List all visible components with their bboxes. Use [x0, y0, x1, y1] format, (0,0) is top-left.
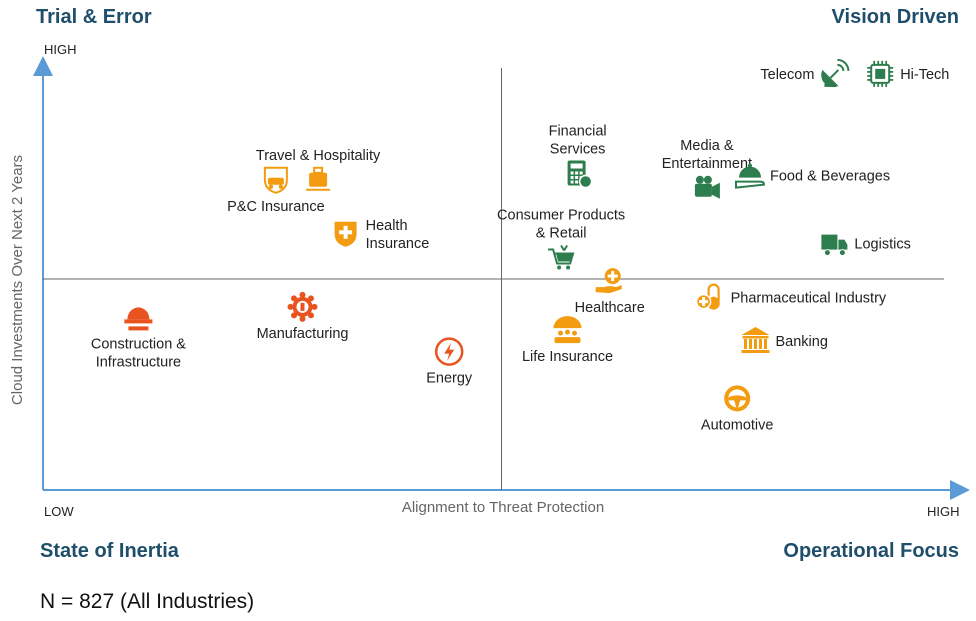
x-tick-high: HIGH [927, 504, 960, 519]
data-point-health-insurance: Health Insurance [334, 218, 430, 252]
data-label-line: Insurance [366, 236, 430, 252]
data-label: Banking [776, 334, 828, 350]
data-label: Health Insurance [366, 218, 430, 252]
data-label-line: Logistics [854, 237, 910, 253]
data-label-line: Infrastructure [96, 354, 181, 370]
data-label-line: & Retail [536, 226, 587, 242]
quadrant-label-top-right: Vision Driven [831, 6, 959, 28]
calculator-icon [567, 160, 593, 189]
data-label-line: Services [550, 142, 606, 158]
hardhat-icon [124, 307, 153, 331]
data-point-logistics: Logistics [821, 234, 911, 257]
data-point-telecom: Telecom [760, 58, 850, 88]
pills-icon [695, 283, 720, 310]
data-label-line: Travel & Hospitality [256, 148, 381, 164]
bank-icon [741, 327, 770, 353]
sample-size-note: N = 827 (All Industries) [40, 590, 255, 613]
data-label-line: Banking [776, 334, 828, 350]
data-label: Travel & Hospitality [256, 148, 381, 164]
data-label-line: Manufacturing [257, 326, 349, 342]
luggage-icon [306, 166, 331, 191]
data-point-manufacturing: Manufacturing [257, 291, 349, 342]
quadrant-label-top-left: Trial & Error [36, 6, 152, 28]
data-label-line: Pharmaceutical Industry [731, 291, 887, 307]
data-label: Financial Services [549, 124, 607, 158]
data-label: Media & Entertainment [662, 138, 752, 172]
data-point-travel-hospitality: Travel & Hospitality [256, 148, 381, 191]
data-label: Manufacturing [257, 326, 349, 342]
data-point-construction-infrastructure: Construction & Infrastructure [91, 307, 186, 370]
data-point-energy: Energy [426, 337, 473, 387]
y-axis-title: Cloud Investments Over Next 2 Years [9, 155, 26, 405]
data-label-line: Energy [426, 371, 473, 387]
data-point-hi-tech: Hi-Tech [867, 60, 949, 87]
data-point-healthcare: Healthcare [575, 268, 645, 316]
data-label: Life Insurance [522, 349, 613, 365]
hand-plus-icon [595, 268, 622, 294]
data-label-line: Entertainment [662, 156, 752, 172]
data-label: Construction & Infrastructure [91, 336, 186, 370]
family-umbrella-icon [553, 316, 582, 344]
data-label: Energy [426, 371, 473, 387]
data-point-pharmaceutical-industry: Pharmaceutical Industry [695, 283, 887, 310]
y-tick-high: HIGH [44, 42, 77, 57]
data-point-financial-services: Financial Services [549, 124, 607, 189]
satellite-dish-icon [821, 58, 850, 88]
health-shield-icon [334, 221, 357, 247]
data-label-line: Life Insurance [522, 349, 613, 365]
quadrant-label-bottom-right: Operational Focus [783, 540, 959, 562]
x-axis-title: Alignment to Threat Protection [402, 499, 604, 516]
data-label-line: Construction & [91, 336, 186, 352]
data-label-line: Automotive [701, 417, 774, 433]
data-point-life-insurance: Life Insurance [522, 316, 613, 365]
chip-icon [867, 60, 894, 87]
x-tick-low: LOW [44, 504, 74, 519]
data-label-line: Health [366, 218, 408, 234]
data-point-automotive: Automotive [701, 385, 774, 433]
data-point-media-entertainment: Media & Entertainment [662, 138, 752, 199]
steering-wheel-icon [724, 385, 751, 412]
data-point-banking: Banking [741, 327, 828, 353]
camera-icon [694, 175, 720, 199]
data-label: Telecom [760, 67, 814, 83]
data-label-line: Financial [549, 124, 607, 140]
data-label: Logistics [854, 237, 910, 253]
truck-icon [821, 234, 848, 257]
gear-wrench-icon [287, 291, 318, 322]
data-label: P&C Insurance [227, 199, 325, 215]
energy-icon [434, 337, 464, 366]
data-label-line: Telecom [760, 67, 814, 83]
data-label: Hi-Tech [900, 67, 949, 83]
cloche-icon [735, 163, 766, 189]
data-point-p-c-insurance: P&C Insurance [227, 166, 325, 215]
data-label: Food & Beverages [770, 169, 890, 185]
data-label: Automotive [701, 417, 774, 433]
data-label: Pharmaceutical Industry [731, 291, 887, 307]
car-shield-icon [263, 166, 288, 194]
data-label-line: Consumer Products [497, 208, 625, 224]
data-label-line: Hi-Tech [900, 67, 949, 83]
data-label-line: P&C Insurance [227, 199, 325, 215]
data-point-food-beverages: Food & Beverages [735, 163, 890, 189]
data-label-line: Food & Beverages [770, 169, 890, 185]
data-point-consumer-products-retail: Consumer Products & Retail [497, 208, 625, 270]
cart-icon [548, 244, 575, 270]
quadrant-label-bottom-left: State of Inertia [40, 540, 179, 562]
data-label-line: Healthcare [575, 300, 645, 316]
data-label: Consumer Products & Retail [497, 208, 625, 242]
data-label: Healthcare [575, 300, 645, 316]
data-label-line: Media & [680, 138, 734, 154]
